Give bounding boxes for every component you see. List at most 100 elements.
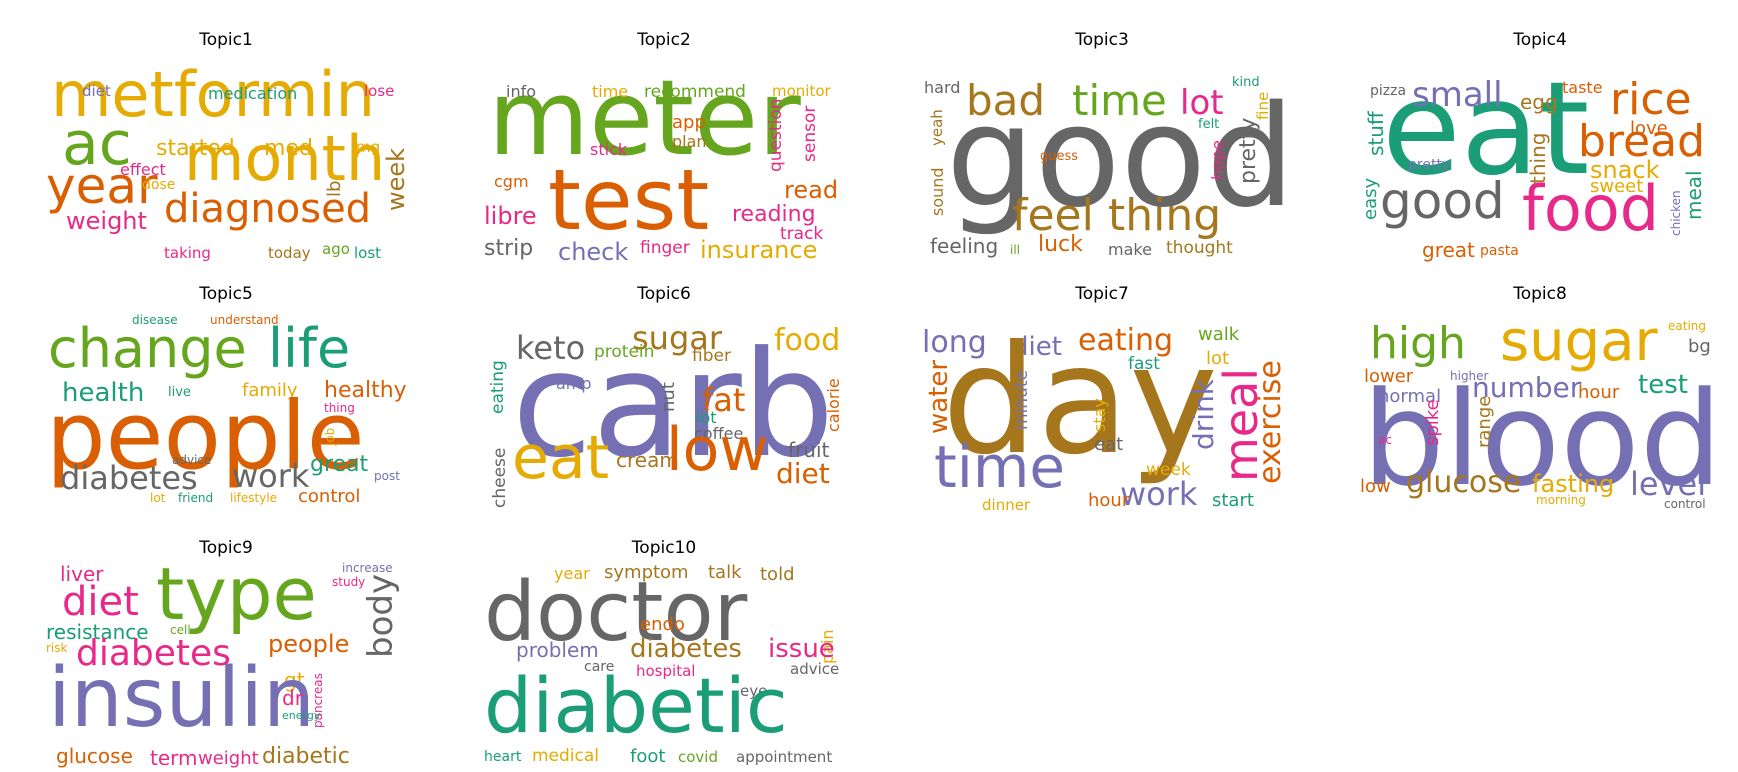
cloud-word: exercise bbox=[1253, 360, 1288, 484]
cloud-word: live bbox=[168, 385, 191, 400]
cloud-word: diet bbox=[776, 457, 830, 490]
cloud-word: lose bbox=[364, 82, 395, 100]
cloud-word: eating bbox=[1668, 319, 1706, 333]
cloud-word: number bbox=[1472, 371, 1582, 404]
cloud-word: understand bbox=[210, 313, 279, 327]
cloud-word: increase bbox=[342, 561, 393, 575]
cloud-word: year bbox=[554, 564, 590, 583]
cloud-word: started bbox=[156, 136, 235, 161]
cloud-word: coffee bbox=[694, 424, 744, 443]
cloud-word: risk bbox=[46, 641, 68, 655]
cloud-word: year bbox=[46, 157, 158, 215]
panel-title: Topic3 bbox=[1075, 30, 1129, 50]
cloud-word: healthy bbox=[324, 378, 407, 403]
cloud-word: doctor bbox=[484, 565, 748, 660]
cloud-word: advice bbox=[790, 660, 840, 678]
word-cloud: meter test info time recommend monitor a… bbox=[484, 54, 844, 264]
cloud-word: term bbox=[150, 746, 198, 770]
cloud-word: time bbox=[934, 433, 1066, 501]
cloud-word: lot bbox=[150, 491, 166, 505]
cloud-word: diet bbox=[62, 579, 139, 625]
cloud-word: fast bbox=[1128, 354, 1160, 374]
cloud-word: endo bbox=[640, 614, 685, 635]
cloud-word: cell bbox=[170, 623, 191, 637]
cloud-word: insurance bbox=[700, 236, 818, 264]
word-cloud: liver type increase study diet body resi… bbox=[46, 558, 406, 772]
cloud-word: calorie bbox=[824, 378, 843, 432]
cloud-word: hospital bbox=[636, 662, 696, 680]
cloud-word: taste bbox=[1562, 78, 1603, 97]
cloud-word: guess bbox=[1040, 149, 1079, 164]
cloud-word: symptom bbox=[604, 562, 689, 583]
cloud-word: ac bbox=[1378, 433, 1392, 447]
cloud-word: meal bbox=[1682, 170, 1706, 220]
panel-title: Topic6 bbox=[637, 284, 691, 304]
cloud-word: day bbox=[942, 314, 1218, 488]
cloud-word: feel bbox=[1012, 190, 1094, 241]
cloud-word: today bbox=[268, 244, 311, 262]
cloud-word: pretty bbox=[1236, 117, 1261, 184]
cloud-word: make bbox=[1108, 240, 1152, 259]
cloud-word: thought bbox=[1166, 238, 1233, 258]
cloud-word: cgm bbox=[494, 172, 529, 191]
cloud-word: care bbox=[584, 659, 615, 675]
cloud-word: problem bbox=[516, 638, 599, 662]
cloud-word: carb bbox=[512, 320, 835, 490]
cloud-word: read bbox=[784, 176, 839, 204]
cloud-word: high bbox=[1370, 318, 1466, 369]
cloud-word: drink bbox=[1187, 378, 1220, 450]
cloud-word: keto bbox=[516, 329, 586, 367]
cloud-word: eye bbox=[740, 682, 768, 700]
cloud-word: week bbox=[1146, 460, 1191, 480]
cloud-word: amp bbox=[556, 374, 592, 393]
cloud-word: dr bbox=[282, 686, 303, 710]
cloud-word: blood bbox=[1362, 363, 1723, 515]
panel-title: Topic4 bbox=[1513, 30, 1567, 50]
cloud-word: covid bbox=[678, 748, 718, 766]
cloud-word: work bbox=[232, 457, 310, 495]
cloud-word: eat bbox=[1094, 434, 1124, 455]
cloud-word: sensor bbox=[800, 105, 820, 162]
cloud-word: normal bbox=[1378, 386, 1442, 407]
cloud-word: time bbox=[1072, 76, 1167, 125]
cloud-word: metformin bbox=[51, 58, 375, 131]
cloud-word: dose bbox=[142, 177, 176, 193]
word-cloud: eat pizza small egg taste rice stuff pre… bbox=[1360, 54, 1720, 264]
cloud-word: ac bbox=[62, 109, 132, 179]
cloud-word: bg bbox=[1688, 336, 1711, 357]
cloud-word: protein bbox=[594, 342, 655, 362]
cloud-word: fine bbox=[1254, 91, 1272, 120]
cloud-word: lower bbox=[1364, 366, 1414, 387]
cloud-word: range bbox=[1474, 395, 1495, 448]
cloud-word: med bbox=[264, 136, 313, 161]
cloud-word: weight bbox=[198, 748, 259, 769]
cloud-word: fruit bbox=[788, 438, 830, 462]
cloud-word: study bbox=[332, 575, 366, 589]
cloud-word: liver bbox=[60, 562, 104, 586]
cloud-word: gt bbox=[284, 668, 305, 692]
cloud-word: stuff bbox=[1364, 111, 1388, 156]
cloud-word: post bbox=[374, 469, 400, 483]
cloud-word: work bbox=[1120, 475, 1198, 513]
cloud-word: pasta bbox=[1480, 243, 1519, 259]
cloud-word: walk bbox=[1198, 324, 1240, 345]
cloud-word: pretty bbox=[1408, 157, 1451, 173]
cloud-word: resistance bbox=[46, 620, 149, 644]
cloud-word: cheese bbox=[490, 447, 510, 508]
cloud-word: insulin bbox=[48, 651, 315, 746]
cloud-word: monitor bbox=[772, 82, 831, 100]
panel-title: Topic5 bbox=[199, 284, 253, 304]
cloud-word: great bbox=[310, 452, 369, 477]
cloud-word: fat bbox=[702, 381, 746, 419]
word-cloud: keto sugar food protein fiber eating car… bbox=[484, 308, 844, 518]
topic-wordclouds-figure: Topic1 metformin ac month year diagnosed… bbox=[46, 30, 1723, 768]
word-cloud: year symptom talk told doctor pain endo … bbox=[484, 562, 844, 772]
cloud-word: family bbox=[242, 380, 298, 401]
cloud-word: eating bbox=[1078, 323, 1173, 358]
cloud-word: control bbox=[1664, 497, 1706, 511]
cloud-word: start bbox=[1212, 490, 1254, 511]
cloud-word: low bbox=[666, 415, 769, 485]
cloud-word: diabetic bbox=[484, 661, 788, 750]
cloud-word: medical bbox=[532, 746, 600, 766]
cloud-word: eating bbox=[488, 360, 508, 414]
